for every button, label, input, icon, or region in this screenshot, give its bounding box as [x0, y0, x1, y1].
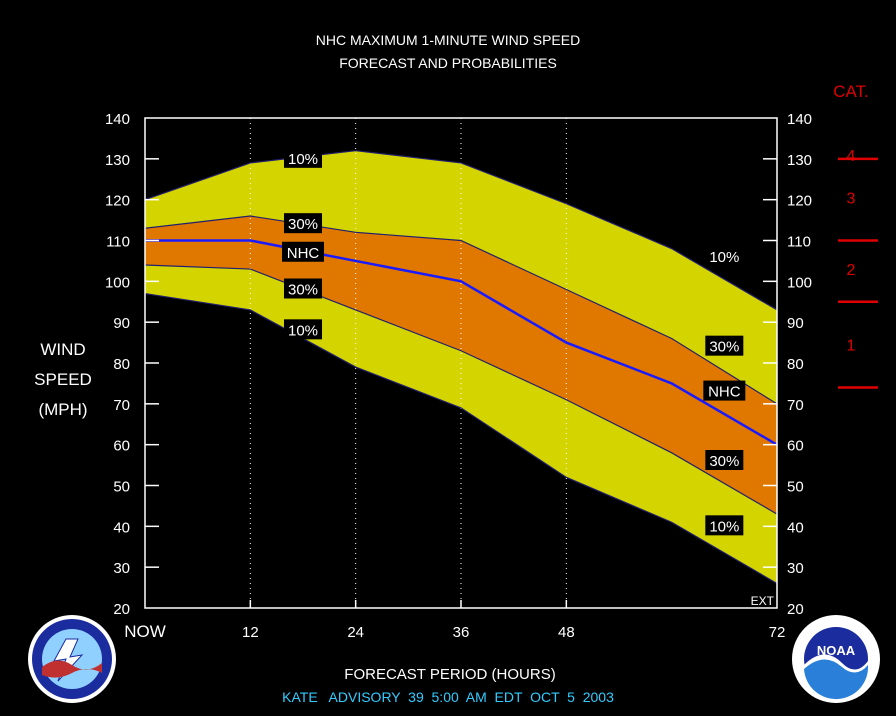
y-tick-label-right-110: 110: [787, 234, 811, 251]
y-tick-label-right-40: 40: [787, 519, 804, 536]
x-tick-label-36: 36: [453, 624, 470, 641]
band-label-6: 30%: [709, 339, 739, 356]
chart-title-line1: NHC MAXIMUM 1-MINUTE WIND SPEED: [316, 32, 580, 48]
band-label-box-3: [284, 278, 322, 299]
y-axis-label-line1: WIND: [40, 340, 85, 359]
x-axis-label: FORECAST PERIOD (HOURS): [344, 666, 555, 683]
nws-logo: [28, 615, 116, 703]
band-label-7: NHC: [708, 384, 741, 401]
x-tick-label-24: 24: [347, 624, 364, 641]
inner-30pct-band: [145, 216, 777, 515]
band-label-box-7: [703, 380, 746, 401]
chart-title-line2: FORECAST AND PROBABILITIES: [339, 55, 557, 71]
band-label-box-0: [284, 147, 322, 168]
series-line-4: [144, 292, 778, 585]
band-label-5: 10%: [709, 249, 739, 266]
y-tick-label-right-50: 50: [787, 479, 804, 496]
y-tick-label-right-140: 140: [787, 111, 812, 128]
advisory-line: KATE ADVISORY 39 5:00 AM EDT OCT 5 2003: [282, 689, 614, 705]
y-tick-label-right-120: 120: [787, 193, 812, 210]
band-label-box-5: [705, 245, 744, 266]
series-line-1: [144, 215, 778, 405]
category-scale: 4 3 2 1: [838, 148, 878, 389]
band-label-8: 30%: [709, 453, 739, 470]
y-tick-label-right-80: 80: [787, 356, 804, 373]
y-tick-label-right-20: 20: [787, 601, 804, 618]
y-tick-label-left-60: 60: [113, 438, 130, 455]
y-tick-label-left-50: 50: [113, 479, 130, 496]
band-label-box-6: [705, 335, 744, 356]
category-label-3: 3: [847, 191, 856, 208]
series-line-nhc: [145, 239, 778, 446]
band-label-box-4: [284, 319, 322, 340]
band-label-box-9: [705, 515, 744, 536]
band-label-3: 30%: [288, 282, 318, 299]
y-tick-label-left-70: 70: [113, 397, 130, 414]
y-tick-label-left-100: 100: [105, 274, 130, 291]
category-header: CAT.: [833, 82, 869, 101]
y-tick-label-left-140: 140: [105, 111, 130, 128]
y-tick-label-right-60: 60: [787, 438, 804, 455]
y-tick-label-right-70: 70: [787, 397, 804, 414]
x-tick-label-48: 48: [558, 624, 575, 641]
y-tick-label-left-40: 40: [113, 519, 130, 536]
y-axis-label-line3: (MPH): [38, 400, 87, 419]
category-label-1: 1: [847, 338, 856, 355]
y-tick-label-left-30: 30: [113, 560, 130, 577]
category-label-4: 4: [847, 148, 856, 165]
noaa-logo: NOAA: [792, 615, 880, 703]
band-label-9: 10%: [709, 518, 739, 535]
band-label-box-8: [705, 450, 744, 470]
y-tick-label-left-130: 130: [105, 152, 130, 169]
series-line-0: [144, 150, 778, 311]
band-label-4: 10%: [288, 322, 318, 339]
x-tick-label-72: 72: [769, 624, 786, 641]
ext-label: EXT: [751, 594, 775, 608]
band-label-1: 30%: [288, 216, 318, 233]
y-axis-label-line2: SPEED: [34, 370, 92, 389]
y-tick-label-left-110: 110: [106, 234, 130, 251]
band-label-box-2: [282, 241, 324, 262]
y-tick-label-left-90: 90: [113, 315, 130, 332]
plot-area: 20 20 30 30 40 40 50 50 60 60 70 70 80 80 90 90 100 100 11…: [105, 111, 812, 641]
y-tick-label-right-100: 100: [787, 274, 812, 291]
y-tick-label-right-30: 30: [787, 560, 804, 577]
y-tick-label-right-130: 130: [787, 152, 812, 169]
band-label-box-1: [284, 213, 322, 234]
x-tick-label-12: 12: [242, 624, 259, 641]
band-label-2: NHC: [287, 245, 320, 262]
category-label-2: 2: [847, 262, 856, 279]
y-tick-label-left-120: 120: [105, 193, 130, 210]
series-line-3: [144, 264, 778, 515]
x-tick-label-NOW: NOW: [124, 622, 166, 641]
y-tick-label-left-80: 80: [113, 356, 130, 373]
band-label-0: 10%: [288, 151, 318, 168]
y-tick-label-left-20: 20: [113, 601, 130, 618]
y-tick-label-right-90: 90: [787, 315, 804, 332]
svg-text:NOAA: NOAA: [817, 643, 856, 658]
